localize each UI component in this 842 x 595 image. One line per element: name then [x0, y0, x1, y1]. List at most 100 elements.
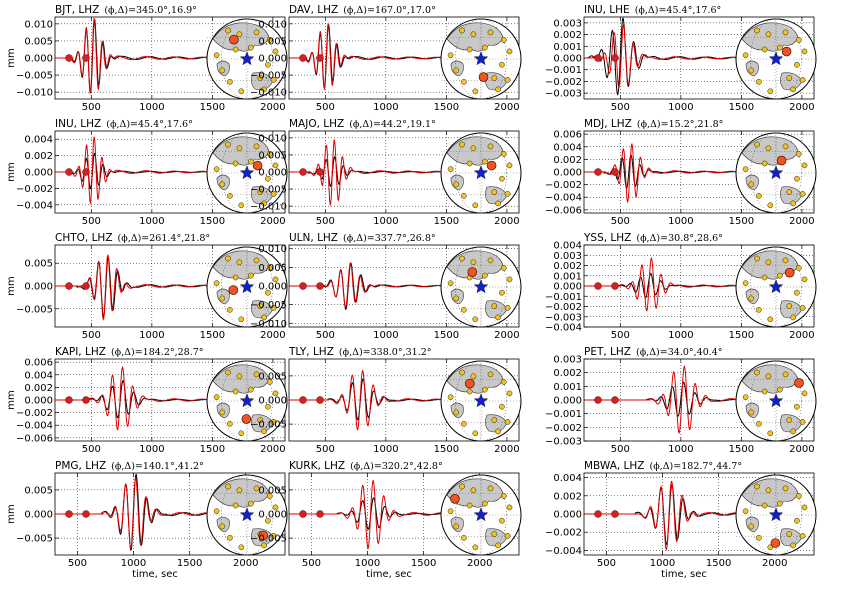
y-tick-label: 0.002: [553, 155, 582, 166]
station-highlight: [776, 155, 787, 166]
station-marker: [504, 305, 511, 311]
y-tick-label: 0.002: [553, 30, 582, 41]
y-tick-label: 0.000: [24, 168, 53, 179]
station-marker: [495, 314, 501, 321]
graticule: [750, 474, 802, 556]
station-name: INU, LHE: [584, 4, 630, 16]
globe-inset: [206, 132, 288, 214]
y-tick-label: 0.000: [24, 54, 53, 65]
station-marker: [225, 483, 231, 490]
x-tick-label: 500: [82, 330, 101, 341]
station-marker: [504, 77, 511, 83]
station-marker: [748, 409, 755, 416]
station-marker: [238, 316, 245, 323]
subplot-inu: 500 1000 1500 20000.0030.0020.0010.000−0.00…: [545, 4, 817, 113]
station-marker: [461, 534, 467, 541]
station-marker: [261, 314, 267, 321]
station-marker: [786, 531, 793, 537]
y-tick-label: 0.000: [258, 54, 287, 65]
station-marker: [461, 306, 467, 313]
y-axis-label: mm: [6, 276, 17, 295]
azimuth-distance: (ϕ,Δ)=182.7°,44.7°: [650, 461, 743, 472]
station-highlight: [252, 160, 263, 171]
station-marker: [767, 544, 774, 551]
event-star: [768, 393, 784, 408]
station-marker: [500, 265, 507, 271]
station-marker: [754, 255, 760, 262]
y-tick-label: 0.005: [24, 485, 53, 496]
station-marker: [247, 386, 254, 393]
station-marker: [265, 61, 271, 68]
station-marker: [266, 151, 273, 157]
station-marker: [790, 86, 796, 93]
subplot-title: DAV, LHZ (ϕ,Δ)=167.0°,17.0°: [289, 4, 436, 16]
station-marker: [481, 386, 488, 393]
station-marker: [767, 88, 774, 95]
station-marker: [225, 27, 231, 34]
arrival-marker: [299, 282, 307, 290]
station-marker: [506, 390, 513, 397]
y-tick-label: 0.000: [553, 282, 582, 293]
x-tick-label: 500: [316, 330, 335, 341]
station-marker: [272, 162, 279, 169]
arrival-marker: [82, 282, 90, 290]
station-marker: [499, 403, 505, 410]
azimuth-distance: (ϕ,Δ)=167.0°,17.0°: [343, 5, 436, 16]
y-tick-label: −0.005: [250, 534, 287, 545]
azimuth-distance: (ϕ,Δ)=45.4°,17.6°: [106, 119, 193, 130]
y-tick-label: −0.005: [250, 420, 287, 431]
station-highlight: [784, 267, 795, 278]
station-highlight: [770, 538, 781, 548]
station-marker: [466, 160, 473, 167]
station-marker: [506, 276, 513, 283]
graticule: [750, 18, 802, 100]
azimuth-distance: (ϕ,Δ)=34.0°,40.4°: [636, 347, 723, 358]
x-tick-label: 1000: [668, 330, 693, 341]
station-marker: [461, 192, 467, 199]
x-tick-label: 500: [68, 558, 87, 569]
station-marker: [472, 430, 479, 437]
station-marker: [754, 483, 760, 490]
station-marker: [272, 390, 279, 397]
station-marker: [794, 175, 800, 182]
station-marker: [232, 274, 239, 281]
y-tick-label: −0.010: [16, 88, 53, 99]
globe-inset: [735, 18, 817, 100]
y-tick-label: −0.004: [545, 193, 582, 204]
y-tick-label: −0.002: [545, 528, 582, 539]
station-marker: [795, 151, 802, 157]
y-tick-label: −0.010: [250, 319, 287, 330]
station-marker: [742, 508, 749, 515]
subplot-title: ULN, LHZ (ϕ,Δ)=337.7°,26.8°: [289, 232, 436, 244]
x-tick-label: 1500: [729, 330, 754, 341]
x-tick-label: 500: [316, 216, 335, 227]
station-marker: [470, 259, 477, 266]
y-tick-label: 0.003: [553, 251, 582, 262]
station-marker: [238, 544, 245, 551]
station-marker: [219, 295, 226, 302]
station-marker: [236, 259, 243, 266]
y-tick-label: 0.000: [553, 510, 582, 521]
station-marker: [782, 371, 789, 378]
station-marker: [247, 158, 254, 165]
event-star: [473, 279, 489, 294]
station-marker: [447, 508, 454, 515]
subplot-uln: 500 1000 1500 2000 0.010 0.005 0.000 −0.005 −0.0…: [250, 232, 522, 341]
station-marker: [238, 430, 245, 437]
station-marker: [213, 52, 220, 59]
azimuth-distance: (ϕ,Δ)=44.2°,19.1°: [349, 119, 436, 130]
station-marker: [470, 487, 477, 494]
station-marker: [756, 420, 762, 427]
y-tick-label: −0.004: [16, 200, 53, 211]
station-marker: [748, 523, 755, 530]
subplot-kapi: 500 1000 1500 20000.0060.0040.0020.000−0.00…: [6, 346, 288, 455]
station-marker: [481, 272, 488, 279]
station-marker: [227, 306, 233, 313]
station-marker: [761, 274, 768, 281]
station-marker: [225, 141, 231, 148]
station-marker: [756, 192, 762, 199]
station-marker: [500, 379, 507, 385]
station-marker: [782, 485, 789, 492]
station-name: MBWA, LHZ: [584, 460, 645, 472]
